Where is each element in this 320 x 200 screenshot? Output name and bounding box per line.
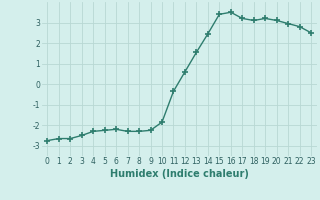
- X-axis label: Humidex (Indice chaleur): Humidex (Indice chaleur): [110, 169, 249, 179]
